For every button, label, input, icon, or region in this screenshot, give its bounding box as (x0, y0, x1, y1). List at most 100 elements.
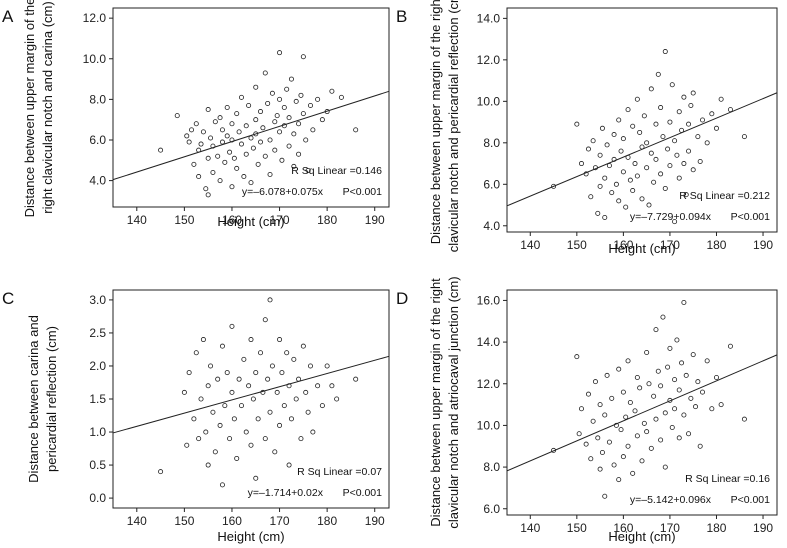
data-point (184, 133, 190, 139)
data-point (267, 137, 273, 143)
chart-panel-a: A 4.0 6.0 8.0 10.0 12.0 140 150 160 170 180 190 Heig… (2, 0, 390, 229)
data-point (286, 143, 292, 149)
data-point (253, 131, 259, 137)
data-point (669, 82, 675, 88)
chart-panel-c: C 0.0 0.5 1.0 1.5 2.0 2.5 3.0 140 150 160 170 180 190… (2, 289, 390, 544)
data-point (681, 94, 687, 100)
data-point (200, 129, 206, 135)
data-point (277, 129, 283, 135)
y-tick-label: 10.0 (83, 52, 107, 66)
chart-panel-b: B 4.0 6.0 8.0 10.0 12.0 14.0 140 150 160 170 180 190… (396, 0, 778, 256)
plot-frame (112, 7, 390, 208)
data-point (277, 422, 283, 428)
data-point (646, 202, 652, 208)
y-tick-label: 0.5 (89, 458, 106, 472)
data-point (307, 363, 313, 369)
x-tick-label: 140 (127, 514, 147, 528)
y-tick-label: 10.0 (477, 418, 501, 432)
data-point (695, 379, 701, 385)
data-point (196, 436, 202, 442)
data-point (205, 383, 211, 389)
data-point (260, 125, 266, 131)
data-point (286, 462, 292, 468)
data-point (246, 102, 252, 108)
data-point (655, 71, 661, 77)
data-point (627, 399, 633, 405)
data-point (291, 131, 297, 137)
data-point (210, 409, 216, 415)
data-point (713, 125, 719, 131)
data-point (683, 372, 689, 378)
data-point (181, 389, 187, 395)
x-tick-label: 170 (270, 213, 290, 227)
y-tick-label: 6.0 (483, 177, 500, 191)
y-axis-label-line-2: right clavicular notch and carina (cm) (40, 1, 55, 213)
data-point (203, 186, 209, 192)
data-point (613, 181, 619, 187)
r-squared-annotation: R Sq Linear =0.212 (679, 190, 770, 202)
r-squared-annotation: R Sq Linear =0.07 (297, 466, 382, 478)
data-point (686, 431, 692, 437)
data-point (296, 151, 302, 157)
x-tick-label: 150 (174, 514, 194, 528)
regression-line (506, 354, 778, 472)
data-point (205, 462, 211, 468)
data-point (277, 96, 283, 102)
data-point (679, 360, 685, 366)
data-point (639, 196, 645, 202)
data-point (203, 429, 209, 435)
data-point (637, 385, 643, 391)
y-tick-label: 12.0 (83, 11, 107, 25)
data-point (718, 402, 724, 408)
x-tick-label: 160 (613, 521, 633, 535)
data-point (236, 376, 242, 382)
y-axis-label-line-1: Distance between upper margin of the rig… (428, 0, 443, 244)
data-point (189, 127, 195, 133)
data-point (665, 364, 671, 370)
x-tick-label: 170 (270, 514, 290, 528)
data-point (255, 161, 261, 167)
data-point (681, 299, 687, 305)
data-point (224, 370, 230, 376)
data-point (293, 98, 299, 104)
data-point (688, 395, 694, 401)
data-point (632, 408, 638, 414)
data-point (620, 136, 626, 142)
data-point (630, 188, 636, 194)
data-point (625, 443, 631, 449)
data-point (258, 139, 264, 145)
y-tick-label: 6.0 (89, 133, 106, 147)
data-point (609, 190, 615, 196)
data-point (637, 129, 643, 135)
data-point (293, 396, 299, 402)
data-point (681, 412, 687, 418)
data-point (662, 464, 668, 470)
data-point (602, 214, 608, 220)
data-point (606, 163, 612, 169)
regression-line (112, 355, 390, 434)
data-point (616, 477, 622, 483)
x-tick-label: 190 (365, 514, 385, 528)
data-point (551, 183, 557, 189)
data-point (231, 416, 237, 422)
data-point (632, 161, 638, 167)
data-point (319, 403, 325, 409)
data-point (231, 155, 237, 161)
x-tick-label: 160 (222, 514, 242, 528)
data-point (236, 129, 242, 135)
y-axis-label-line-2: pericardial reflection (cm) (44, 326, 59, 472)
data-point (279, 370, 285, 376)
data-point (634, 96, 640, 102)
data-point (630, 470, 636, 476)
data-point (272, 119, 278, 125)
data-point (267, 409, 273, 415)
data-point (219, 127, 225, 133)
data-point (303, 389, 309, 395)
data-point (238, 403, 244, 409)
p-value-annotation: P<0.001 (343, 487, 383, 499)
data-point (300, 54, 306, 60)
data-point (253, 475, 259, 481)
data-point (298, 92, 304, 98)
data-point (604, 142, 610, 148)
